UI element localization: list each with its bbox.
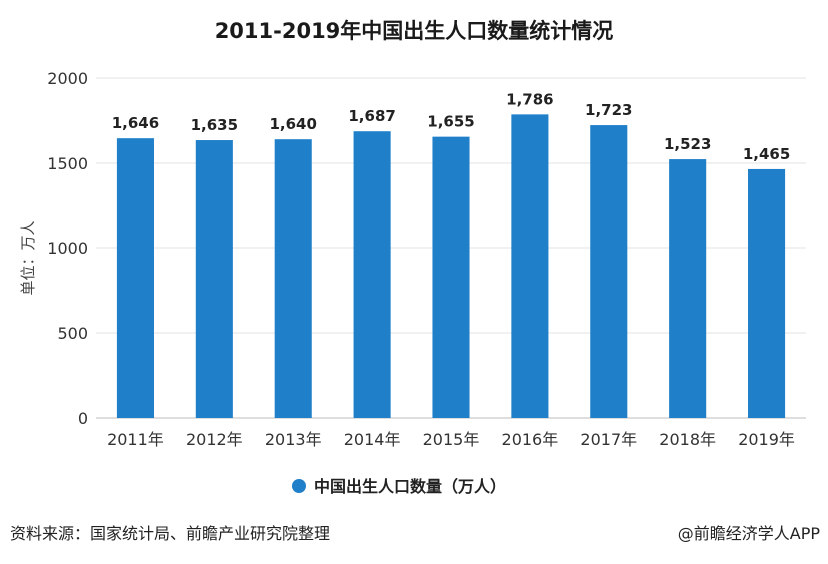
x-tick-label: 2019年 <box>738 430 795 449</box>
x-tick-label: 2015年 <box>423 430 480 449</box>
source-note: 资料来源：国家统计局、前瞻产业研究院整理 <box>10 524 331 543</box>
bar <box>511 114 549 418</box>
legend-label: 中国出生人口数量（万人） <box>314 477 506 496</box>
x-tick-label: 2014年 <box>344 430 401 449</box>
bar-chart: 2011-2019年中国出生人口数量统计情况 0500100015002000 … <box>19 19 806 496</box>
legend: 中国出生人口数量（万人） <box>292 477 506 496</box>
bar <box>116 138 154 418</box>
data-label: 1,786 <box>506 90 553 108</box>
data-label: 1,465 <box>743 145 790 163</box>
x-tick-label: 2012年 <box>186 430 243 449</box>
x-tick-label: 2013年 <box>265 430 322 449</box>
y-tick-label: 1000 <box>47 239 88 258</box>
y-tick-label: 0 <box>78 409 88 428</box>
data-label: 1,687 <box>348 107 395 125</box>
y-axis-label: 单位：万人 <box>19 220 37 295</box>
data-label: 1,640 <box>269 115 316 133</box>
bars: 1,646 1,635 1,640 1,687 1,655 1,786 1,723 1,523… <box>112 90 790 419</box>
bar <box>748 168 786 418</box>
x-tick-label: 2016年 <box>502 430 559 449</box>
x-tick-label: 2011年 <box>107 430 164 449</box>
data-label: 1,635 <box>191 116 238 134</box>
bar <box>590 125 628 418</box>
data-label: 1,646 <box>112 114 159 132</box>
bar <box>669 159 707 418</box>
data-label: 1,523 <box>664 135 711 153</box>
bar <box>432 136 470 418</box>
y-tick-label: 500 <box>57 324 88 343</box>
x-tick-label: 2018年 <box>659 430 716 449</box>
bar <box>274 139 312 418</box>
y-axis-ticks: 0 500 1000 1500 2000 <box>47 69 88 428</box>
bar <box>353 131 391 418</box>
y-tick-label: 2000 <box>47 69 88 88</box>
y-tick-label: 1500 <box>47 154 88 173</box>
data-label: 1,655 <box>427 113 474 131</box>
bar <box>195 140 233 419</box>
legend-marker <box>292 479 306 493</box>
brand-credit: @前瞻经济学人APP <box>677 524 820 543</box>
data-label: 1,723 <box>585 101 632 119</box>
x-axis-ticks: 2011年 2012年 2013年 2014年 2015年 2016年 2017年 2018年… <box>107 430 795 449</box>
x-tick-label: 2017年 <box>580 430 637 449</box>
chart-title: 2011-2019年中国出生人口数量统计情况 <box>215 19 614 43</box>
